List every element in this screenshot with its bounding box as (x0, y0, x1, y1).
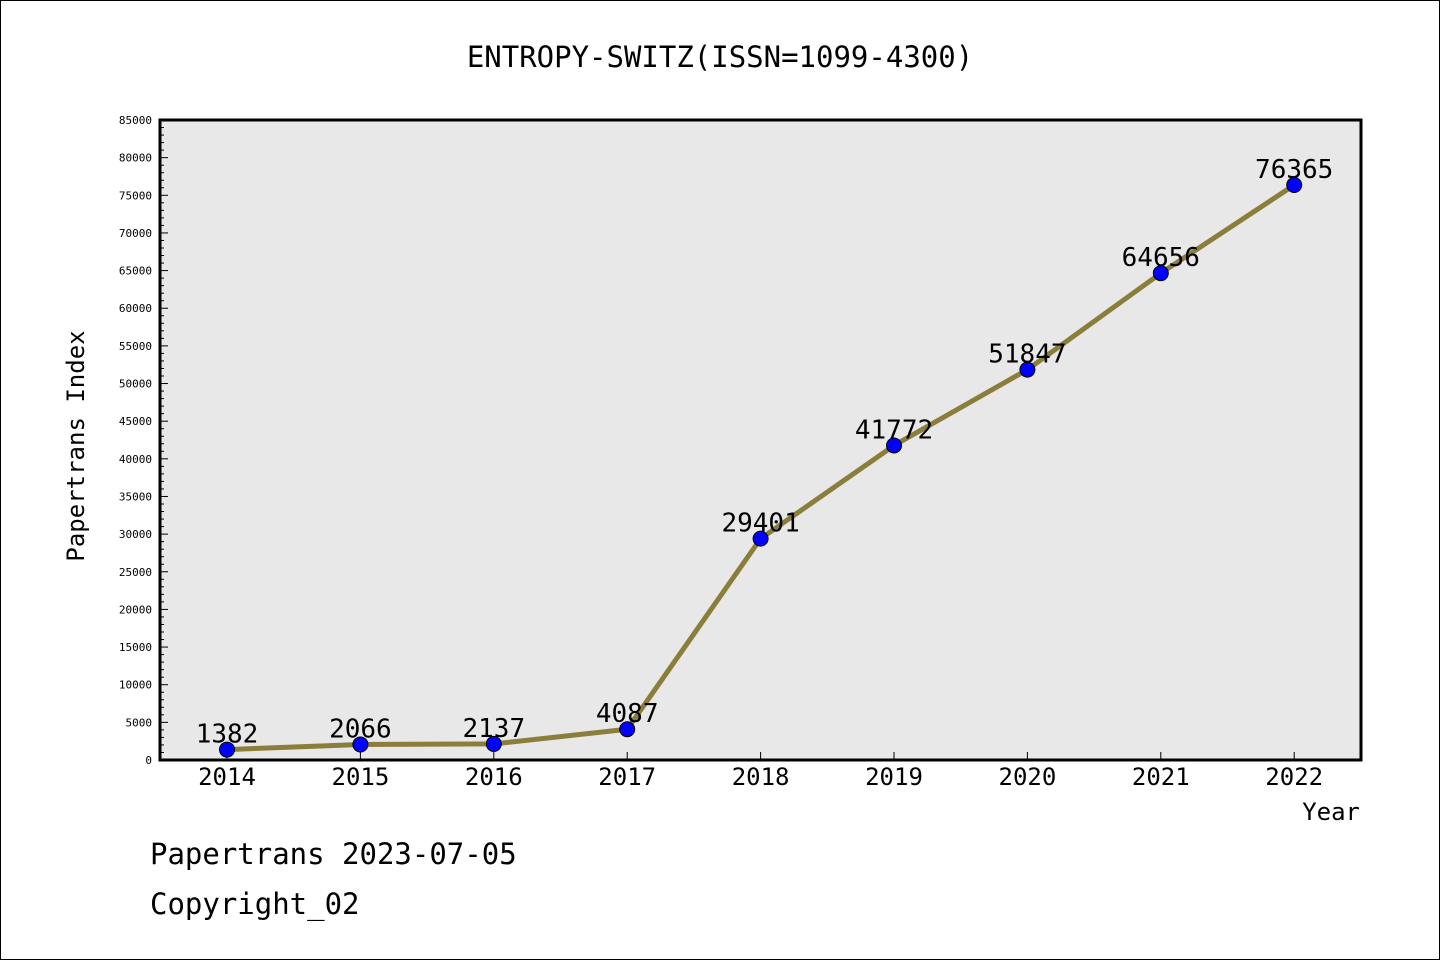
y-tick-label: 50000 (119, 378, 152, 391)
footer-date: Papertrans 2023-07-05 (150, 837, 517, 871)
y-tick-label: 85000 (119, 114, 152, 127)
plot-area (158, 118, 1363, 762)
y-tick-label: 45000 (119, 415, 152, 428)
data-label: 4087 (596, 699, 659, 729)
x-tick-label: 2017 (598, 763, 656, 791)
data-point (619, 721, 636, 738)
x-tick-label: 2019 (865, 763, 923, 791)
x-tick-label: 2015 (332, 763, 390, 791)
x-tick-label: 2016 (465, 763, 523, 791)
y-tick-label: 25000 (119, 566, 152, 579)
y-tick-label: 80000 (119, 152, 152, 165)
x-tick-label: 2022 (1265, 763, 1323, 791)
data-point (1019, 361, 1036, 378)
x-tick-label: 2020 (999, 763, 1057, 791)
x-tick-label: 2014 (198, 763, 256, 791)
data-point (219, 741, 235, 758)
chart-title: ENTROPY-SWITZ(ISSN=1099-4300) (467, 40, 973, 74)
data-label: 2066 (329, 714, 392, 744)
data-point (886, 437, 902, 454)
y-tick-label: 10000 (119, 679, 152, 692)
data-point (1286, 177, 1303, 194)
data-point (752, 530, 769, 547)
data-point (352, 736, 369, 753)
series-group (219, 177, 1303, 758)
y-tick-label: 65000 (119, 265, 152, 278)
y-tick-label: 5000 (126, 716, 153, 729)
x-tick-label: 2021 (1132, 763, 1190, 791)
data-label: 29401 (721, 509, 799, 539)
y-tick-label: 0 (145, 754, 152, 767)
y-tick-label: 70000 (119, 227, 152, 240)
y-tick-label: 30000 (119, 528, 152, 541)
y-tick-label: 20000 (119, 603, 152, 616)
y-tick-label: 60000 (119, 302, 152, 315)
data-point (1152, 265, 1169, 282)
footer-copyright: Copyright_02 (150, 887, 360, 922)
y-tick-label: 35000 (119, 490, 152, 503)
data-point (485, 735, 502, 752)
x-axis-label: Year (1302, 798, 1360, 826)
data-label: 64656 (1122, 243, 1200, 273)
data-label: 2137 (462, 714, 525, 744)
y-axis: 0 5000 10000 15000 20000 25000 30000 35000 40000… (119, 114, 168, 767)
data-labels: 1382 2066 2137 4087 29401 41772 51847 64656 7636… (196, 155, 1334, 750)
x-axis: 2014 2015 2016 2017 2018 2019 2020 2021 2022 (198, 752, 1323, 791)
y-tick-label: 15000 (119, 641, 152, 654)
y-axis-label: Papertrans Index (62, 330, 90, 561)
data-label: 51847 (988, 340, 1066, 370)
y-tick-label: 55000 (119, 340, 152, 353)
y-tick-label: 40000 (119, 453, 152, 466)
data-label: 41772 (855, 415, 933, 445)
x-tick-label: 2018 (732, 763, 790, 791)
data-label: 76365 (1255, 155, 1333, 185)
y-tick-label: 75000 (119, 189, 152, 202)
data-label: 1382 (196, 720, 259, 750)
